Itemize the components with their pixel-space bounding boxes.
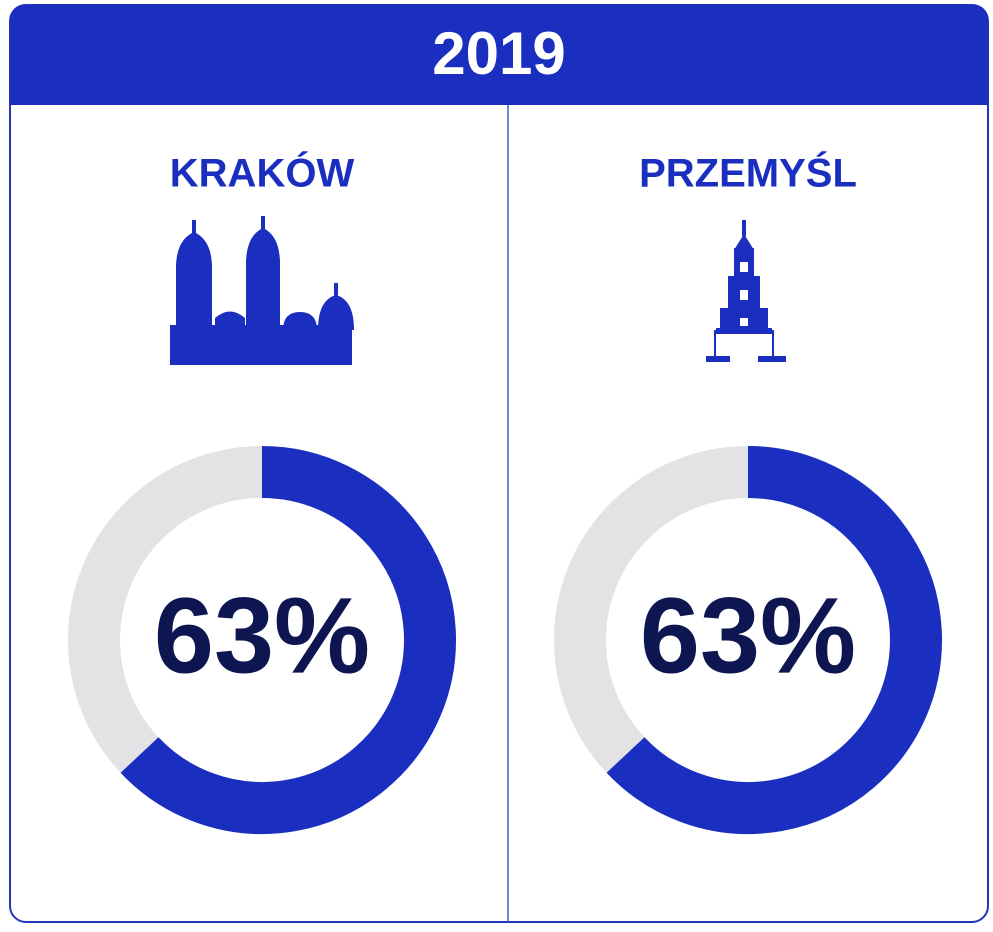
- city-name: PRZEMYŚL: [639, 150, 857, 196]
- donut-arc: [120, 446, 456, 834]
- city-name: KRAKÓW: [170, 150, 355, 196]
- donut-arc: [606, 446, 942, 834]
- header-title: 2019: [432, 20, 565, 87]
- value-label: 63%: [154, 575, 370, 696]
- header-bar: [10, 5, 988, 105]
- przemysl-icon: [706, 220, 786, 362]
- krakow-icon: [170, 216, 354, 365]
- value-label: 63%: [640, 575, 856, 696]
